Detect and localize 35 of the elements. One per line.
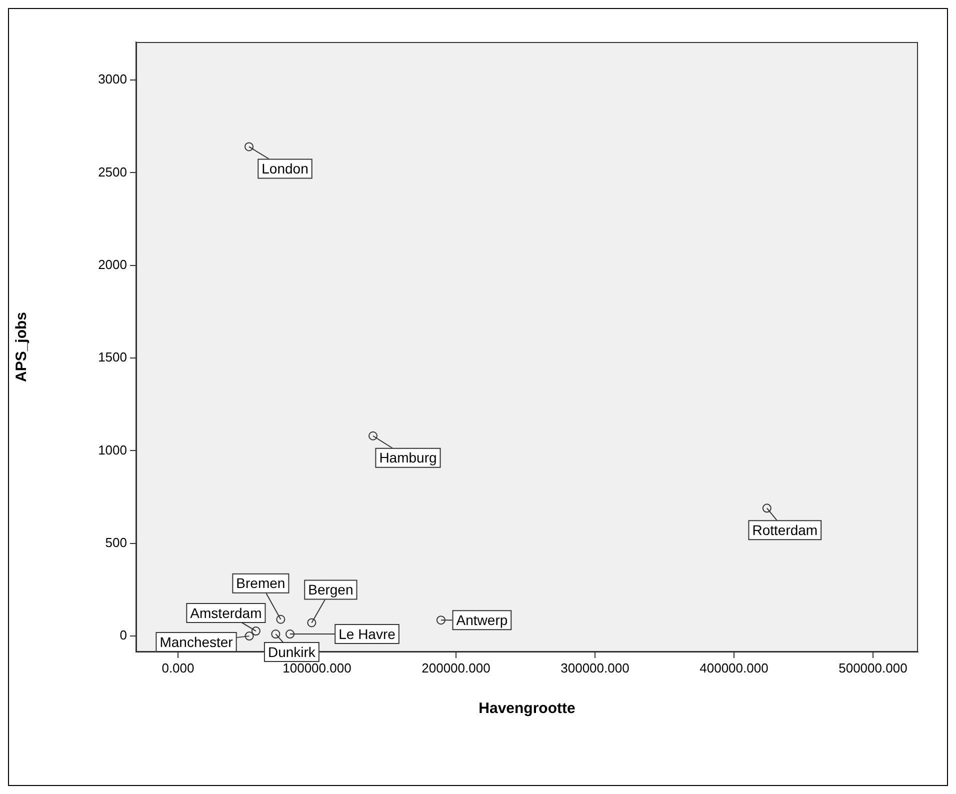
annotation: Le Havre (338, 626, 396, 642)
annotation: Dunkirk (268, 644, 316, 660)
y-tick-label: 1000 (98, 442, 127, 458)
point (307, 618, 316, 628)
y-tick-label: 2000 (98, 256, 127, 272)
annotation: Antwerp (456, 612, 508, 628)
x-tick-label: 100000.000 (282, 660, 352, 676)
annotation: Hamburg (379, 450, 437, 466)
point (251, 626, 260, 636)
y-tick-label: 1500 (98, 350, 127, 365)
x-tick-label: 500000.000 (838, 660, 908, 676)
y-tick-label: 2500 (98, 164, 127, 180)
annotation: Bremen (236, 575, 286, 592)
annotation: Manchester (160, 634, 234, 650)
point (276, 614, 286, 624)
x-tick-label: 300000.000 (560, 660, 630, 676)
x-axis-title: Havengrootte (478, 700, 576, 718)
y-tick-label: 3000 (98, 72, 127, 87)
annotation: Amsterdam (190, 604, 262, 621)
x-tick-label: 200000.000 (422, 660, 490, 676)
x-tick-label: 400000.000 (700, 660, 768, 676)
point (244, 142, 254, 152)
annotation: Bergen (308, 582, 354, 598)
annotation: London (262, 160, 308, 177)
point (436, 616, 446, 625)
point (244, 632, 254, 641)
annotation: Rotterdam (752, 522, 818, 538)
point (368, 431, 378, 440)
x-tick-label: 0.000 (162, 660, 194, 676)
point (271, 630, 280, 639)
y-tick-label: 0 (120, 628, 127, 643)
y-axis-title: APS_jobs (13, 312, 30, 382)
point (286, 630, 295, 639)
point (762, 504, 772, 513)
y-tick-label: 500 (105, 534, 127, 550)
